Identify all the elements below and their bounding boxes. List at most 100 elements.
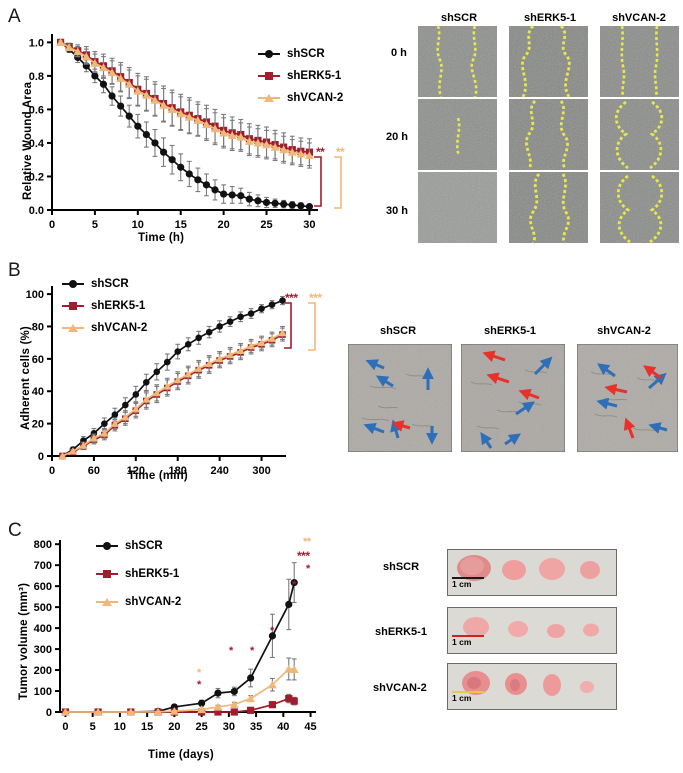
series-shVCAN-2 [56, 38, 314, 169]
scalebar-line-icon [452, 577, 484, 579]
series-shSCR [59, 295, 286, 460]
panel-b-micro-col-sherk5: shERK5-1 [484, 325, 536, 337]
panel-c-annotation-0: * [197, 667, 201, 679]
panel-a-plot-svg: 0 5 10 15 20 25 30 0.0 0.2 0.4 0.6 0.8 1.0 [29, 34, 318, 231]
panel-c-scalebar-shvcan: 1 cm [452, 691, 484, 703]
panel-c-scalebar-sherk5: 1 cm [452, 635, 484, 647]
y-tick-label: 1.0 [29, 37, 44, 49]
legend-marker-circle-icon [258, 49, 280, 58]
y-tick-label: 0.4 [29, 138, 45, 150]
x-tick-label: 30 [303, 219, 315, 231]
panel-b-chart: 0 60 120 180 240 300 0 20 40 60 80 100 [0, 272, 350, 487]
panel-b-legend-item-shvcan: shVCAN-2 [62, 322, 147, 334]
panel-c-legend-item-sherk5: shERK5-1 [96, 568, 179, 580]
panel-a-micro-col-sherk5: shERK5-1 [524, 12, 576, 24]
panel-a-significance-erk5: ** [316, 145, 325, 159]
y-tick-label: 0.2 [29, 171, 44, 183]
y-tick-label: 40 [32, 386, 44, 398]
panel-c-y-axis-title: Tumor volume (mm³) [18, 582, 30, 700]
y-tick-label: 0 [38, 451, 44, 463]
panel-b-significance-brackets [284, 302, 316, 351]
x-tick-label: 10 [114, 721, 126, 733]
panel-c-annotation-7: *** [297, 549, 310, 563]
x-tick-label: 25 [260, 219, 272, 231]
panel-letter-a: A [8, 6, 21, 27]
panel-a-micro-row-0h: 0 h [391, 47, 407, 59]
legend-label: shERK5-1 [125, 568, 180, 580]
legend-marker-triangle-icon [258, 93, 280, 102]
legend-marker-circle-icon [96, 541, 118, 550]
panel-b-x-axis-title: Time (min) [128, 470, 188, 482]
x-tick-label: 20 [168, 721, 180, 733]
series-shSCR [61, 562, 298, 716]
panel-c-annotation-8: ** [303, 536, 311, 548]
scalebar-label: 1 cm [452, 637, 472, 647]
series-shVCAN-2 [61, 657, 299, 716]
y-tick-label: 100 [26, 289, 44, 301]
y-tick-label: 400 [34, 623, 52, 635]
legend-label: shSCR [91, 278, 129, 290]
x-tick-label: 180 [169, 465, 187, 477]
legend-label: shVCAN-2 [287, 92, 344, 104]
panel-a-micro-row-20h: 20 h [386, 131, 409, 143]
panel-c-legend-item-shscr: shSCR [96, 540, 163, 552]
panel-b-micrograph-grid [348, 344, 678, 453]
x-tick-label: 60 [88, 465, 100, 477]
panel-b-legend-item-sherk5: shERK5-1 [62, 300, 145, 312]
panel-letter-c: C [8, 520, 22, 541]
legend-label: shERK5-1 [287, 70, 342, 82]
panel-a-y-axis-title: Relative Wound Area [22, 81, 34, 200]
panel-c-legend-item-shvcan: shVCAN-2 [96, 596, 181, 608]
panel-a-micrograph-grid [418, 26, 679, 244]
y-tick-label: 300 [34, 644, 52, 656]
panel-b-plot-svg: 0 60 120 180 240 300 0 20 40 60 80 100 [26, 286, 287, 477]
scalebar-line-icon [452, 691, 484, 693]
panel-c-tumor-row-label-shscr: shSCR [383, 561, 420, 573]
y-tick-label: 80 [32, 321, 44, 333]
panel-c-annotation-3: * [250, 645, 254, 657]
y-tick-label: 0 [46, 707, 52, 719]
x-tick-label: 0 [62, 721, 68, 733]
x-tick-label: 15 [175, 219, 187, 231]
x-tick-label: 20 [217, 219, 229, 231]
series-shVCAN-2 [58, 325, 287, 460]
scalebar-label: 1 cm [452, 579, 472, 589]
panel-b-significance-vcan: *** [309, 291, 322, 305]
x-tick-label: 40 [277, 721, 289, 733]
x-tick-label: 5 [90, 721, 96, 733]
tumor-photo-svg-shscr [448, 550, 616, 595]
panel-a-micro-col-shscr: shSCR [440, 12, 478, 24]
legend-label: shSCR [125, 540, 163, 552]
legend-marker-triangle-icon [62, 323, 84, 332]
panel-letter-b: B [8, 260, 21, 281]
panel-c-chart: 0 5 10 15 20 25 30 35 40 45 0 100 200 300 400 500 600 700… [0, 526, 350, 746]
panel-b-micro-col-shscr: shSCR [379, 325, 417, 337]
x-tick-label: 0 [49, 219, 55, 231]
panel-c-tumor-photo-shvcan [447, 663, 617, 710]
y-tick-label: 800 [34, 539, 52, 551]
legend-marker-square-icon [96, 569, 118, 578]
x-tick-label: 35 [250, 721, 262, 733]
x-tick-label: 45 [304, 721, 316, 733]
panel-a-legend-item-shscr: shSCR [258, 48, 325, 60]
x-tick-label: 10 [132, 219, 144, 231]
x-tick-label: 300 [252, 465, 270, 477]
legend-label: shVCAN-2 [125, 596, 182, 608]
x-tick-label: 25 [195, 721, 207, 733]
panel-b-y-axis-title: Adherent cells (%) [20, 326, 32, 430]
panel-a-x-axis-title: Time (h) [138, 232, 185, 244]
y-tick-label: 100 [34, 686, 52, 698]
legend-label: shVCAN-2 [91, 322, 148, 334]
panel-c-x-axis-title: Time (days) [148, 749, 214, 761]
y-tick-label: 500 [34, 602, 52, 614]
panel-c-annotation-4: * [270, 625, 274, 637]
tumor-photo-svg-shvcan [448, 664, 616, 709]
x-tick-label: 240 [210, 465, 228, 477]
series-shSCR [56, 38, 314, 211]
y-tick-label: 60 [32, 354, 44, 366]
panel-c-annotation-2: * [229, 645, 233, 657]
legend-marker-circle-icon [62, 279, 84, 288]
legend-label: shSCR [287, 48, 325, 60]
panel-c-scalebar-shscr: 1 cm [452, 577, 484, 589]
panel-a-significance-brackets [314, 156, 342, 209]
